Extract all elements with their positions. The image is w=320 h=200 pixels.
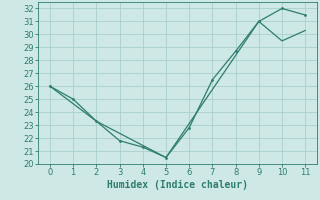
X-axis label: Humidex (Indice chaleur): Humidex (Indice chaleur): [107, 180, 248, 190]
